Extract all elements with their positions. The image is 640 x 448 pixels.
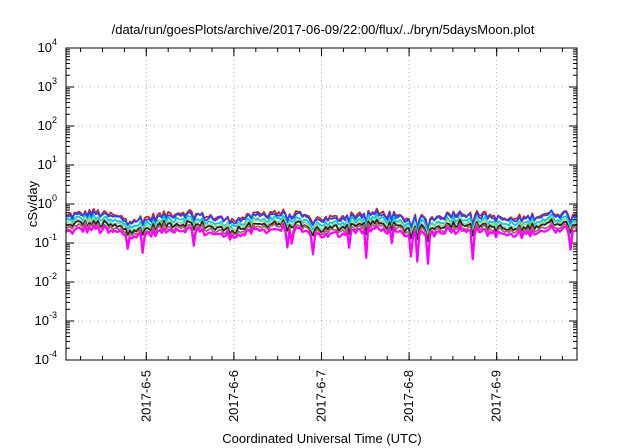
y-tick-label: 103 [38, 76, 57, 94]
grid [66, 47, 577, 361]
y-tick-label: 10-3 [35, 310, 57, 328]
x-tick-label: 2017-6-9 [489, 370, 504, 422]
chart-title: /data/run/goesPlots/archive/2017-06-09/2… [112, 22, 535, 37]
y-tick-label: 10-4 [35, 349, 57, 367]
series-line-6 [65, 221, 578, 261]
y-tick-label: 10-2 [35, 271, 57, 289]
y-tick-label: 10-1 [35, 232, 57, 250]
y-tick-label: 104 [38, 37, 57, 55]
y-axis-label: cSv/day [25, 180, 40, 227]
y-tick-label: 102 [38, 115, 57, 133]
plot-frame [65, 47, 578, 361]
x-axis-label: Coordinated Universal Time (UTC) [222, 431, 421, 446]
series-line-7 [65, 224, 578, 265]
x-tick-label: 2017-6-8 [401, 370, 416, 422]
y-tick-label: 101 [38, 154, 57, 172]
y-tick-label: 100 [38, 193, 57, 211]
series-line-2 [65, 209, 578, 235]
x-tick-label: 2017-6-5 [138, 370, 153, 422]
x-tick-label: 2017-6-6 [226, 370, 241, 422]
y-tick-labels: 10-4 10-3 10-2 10-1 100 101 102 103 104 [35, 37, 57, 367]
x-tick-label: 2017-6-7 [314, 370, 329, 422]
x-tick-labels: 2017-6-5 2017-6-6 2017-6-7 2017-6-8 2017-6-9 [138, 370, 503, 422]
series-group [65, 207, 578, 265]
